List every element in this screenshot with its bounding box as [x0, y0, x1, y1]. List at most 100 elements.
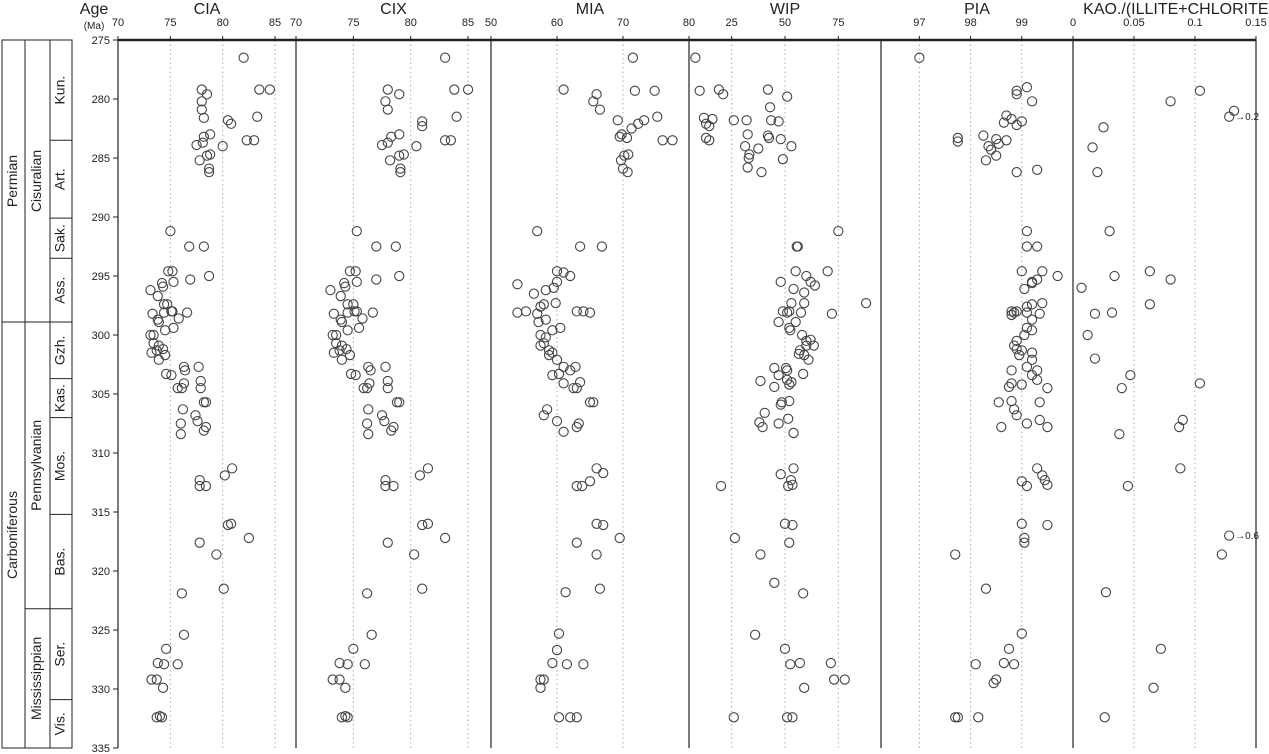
- data-point: [1175, 463, 1186, 474]
- proxy-panels: 70 75 80 85 CIA 70 75 80 85 CIX 50 60 70 80 MIA 25 50 75 W…: [112, 1, 1269, 748]
- data-point: [154, 710, 166, 722]
- data-point: [173, 313, 184, 324]
- stage-label: Sak.: [52, 224, 68, 252]
- data-point: [1026, 354, 1038, 365]
- data-point: [558, 378, 569, 389]
- data-point: [773, 316, 784, 328]
- data-point: [574, 241, 586, 252]
- data-point: [363, 428, 374, 440]
- data-point: [788, 427, 799, 439]
- data-point: [762, 84, 774, 95]
- data-point: [341, 344, 352, 355]
- data-point: [185, 274, 196, 285]
- data-point: [445, 135, 457, 146]
- age-axis: Age (Ma) 275 280 285 290 295 300 305 310 315 320 3…: [80, 1, 118, 754]
- data-point: [1016, 628, 1027, 639]
- data-point: [395, 167, 406, 178]
- data-point: [176, 382, 188, 394]
- data-point: [195, 382, 206, 394]
- data-point: [803, 354, 814, 365]
- data-point: [775, 133, 786, 145]
- data-point: [550, 297, 561, 309]
- data-point: [781, 91, 793, 102]
- data-point: [784, 537, 795, 548]
- data-point: [784, 306, 795, 317]
- data-point: [325, 285, 336, 296]
- age-tick-label: 300: [92, 330, 110, 342]
- data-point: [335, 314, 346, 325]
- data-point: [540, 332, 551, 343]
- data-point: [359, 659, 370, 670]
- data-point: [349, 306, 360, 317]
- data-point: [1021, 361, 1033, 373]
- data-point: [784, 322, 795, 334]
- data-point: [1042, 479, 1053, 491]
- data-point: [1011, 89, 1022, 100]
- data-point: [538, 299, 549, 310]
- data-point: [825, 657, 837, 669]
- data-point: [742, 162, 753, 173]
- data-point: [535, 340, 546, 351]
- data-point: [167, 266, 178, 277]
- data-point: [1177, 414, 1188, 426]
- data-point: [376, 410, 388, 421]
- data-point: [952, 136, 963, 147]
- stage-label: Bas.: [52, 548, 68, 576]
- data-point: [591, 89, 602, 100]
- data-point: [1003, 381, 1015, 393]
- data-point: [363, 404, 374, 415]
- x-tick-label: 70: [617, 17, 629, 29]
- data-point: [1100, 587, 1112, 598]
- data-point: [158, 659, 170, 670]
- data-point: [201, 89, 213, 100]
- data-point: [408, 549, 420, 560]
- data-point: [742, 129, 753, 140]
- data-point: [1014, 349, 1025, 361]
- data-point: [777, 306, 789, 317]
- data-point: [765, 115, 777, 126]
- data-point: [157, 281, 169, 292]
- data-point: [787, 519, 798, 531]
- data-point: [614, 532, 625, 544]
- data-point: [380, 474, 391, 486]
- data-point: [594, 104, 606, 115]
- data-point: [775, 399, 786, 410]
- data-point: [336, 316, 348, 328]
- data-point: [367, 307, 379, 318]
- data-point: [196, 104, 207, 115]
- stage-label: Art.: [52, 168, 68, 190]
- data-point: [145, 285, 156, 296]
- data-point: [219, 470, 230, 481]
- data-point: [769, 362, 780, 374]
- data-point: [1026, 347, 1038, 358]
- data-point: [334, 674, 345, 685]
- data-point: [361, 588, 373, 599]
- data-point: [1098, 122, 1109, 133]
- data-point: [156, 712, 168, 723]
- data-point: [198, 397, 210, 408]
- data-point: [520, 306, 532, 317]
- age-tick-label: 330: [92, 684, 110, 696]
- x-tick-label: 70: [112, 17, 124, 29]
- data-point: [193, 361, 204, 373]
- data-point: [1216, 549, 1227, 560]
- data-point: [612, 115, 623, 126]
- data-point: [1037, 297, 1048, 309]
- data-point: [795, 307, 807, 318]
- data-point: [334, 345, 345, 356]
- data-point: [591, 518, 602, 529]
- data-point: [1011, 410, 1022, 421]
- data-point: [194, 474, 205, 486]
- data-point: [548, 282, 559, 293]
- data-point: [353, 322, 365, 334]
- data-point: [1032, 241, 1043, 252]
- data-point: [787, 712, 798, 723]
- data-point: [780, 362, 792, 374]
- data-point: [755, 549, 766, 560]
- data-point: [161, 643, 172, 655]
- data-point: [558, 361, 569, 373]
- data-point: [512, 307, 523, 318]
- data-point: [1016, 266, 1027, 277]
- data-point: [553, 368, 565, 380]
- offscale-label: →0.6: [1235, 531, 1259, 542]
